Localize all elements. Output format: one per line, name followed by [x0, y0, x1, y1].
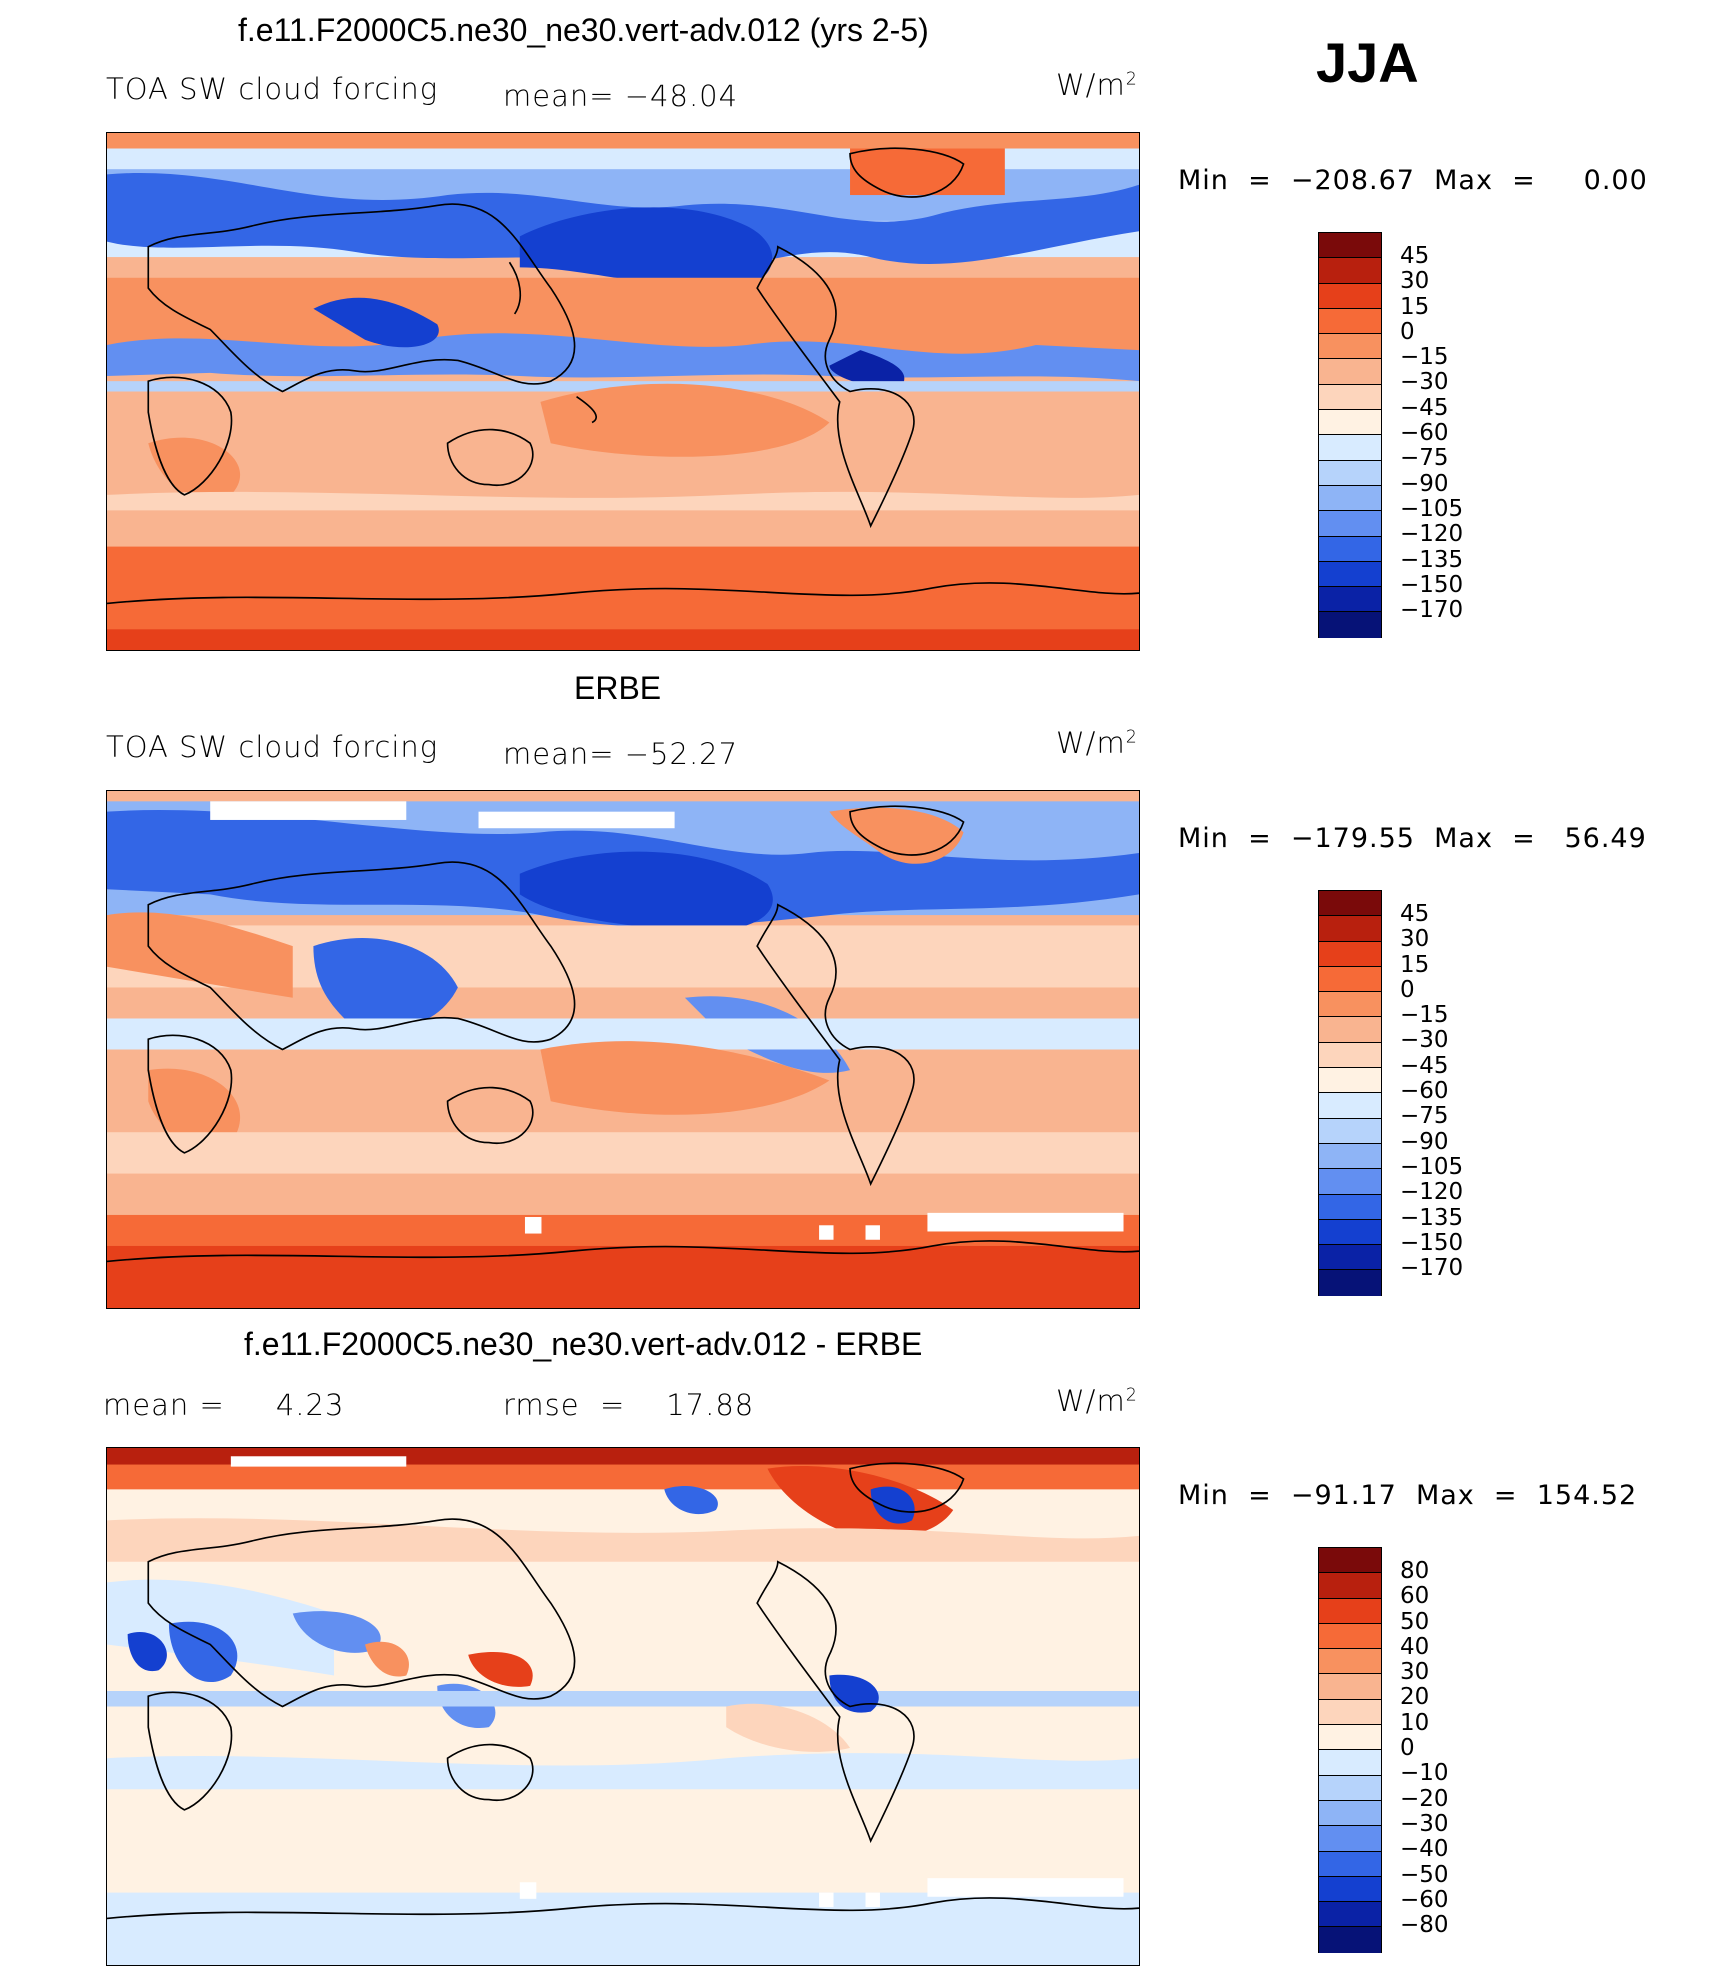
- panel1-colorbar-labels: 45 30 15 0 −15 −30 −45 −60 −75 −90 −105 …: [1400, 243, 1464, 624]
- colorbar-tick-label: −150: [1400, 571, 1464, 598]
- colorbar-tick-label: −20: [1400, 1785, 1449, 1812]
- colorbar-tick-label: 45: [1400, 901, 1430, 927]
- colorbar-tick-label: −10: [1400, 1760, 1449, 1787]
- units-base: W/m: [1056, 68, 1126, 102]
- units-exponent: 2: [1125, 69, 1138, 90]
- panel3-rmse-label: rmse = 17.88: [503, 1388, 755, 1422]
- panel2-minmax: Min = −179.55 Max = 56.49: [1178, 823, 1647, 854]
- colorbar-tick-label: 80: [1400, 1558, 1430, 1584]
- colorbar-tick-label: −90: [1400, 1128, 1449, 1155]
- colorbar-tick-label: −135: [1400, 1204, 1464, 1231]
- colorbar-tick-label: −15: [1400, 1002, 1449, 1029]
- colorbar-tick-label: −150: [1400, 1229, 1464, 1256]
- panel1-mean-label: mean= −48.04: [503, 79, 739, 113]
- colorbar-tick-label: −40: [1400, 1836, 1449, 1863]
- panel2-mean-label: mean= −52.27: [503, 737, 739, 771]
- panel3-minmax: Min = −91.17 Max = 154.52: [1178, 1480, 1638, 1511]
- panel2-title: ERBE: [574, 670, 662, 706]
- colorbar-tick-label: −80: [1400, 1912, 1449, 1939]
- colorbar-tick-label: 60: [1400, 1583, 1430, 1610]
- panel1-units: W/m2: [1056, 68, 1138, 102]
- colorbar-tick-label: −90: [1400, 470, 1449, 497]
- colorbar-tick-label: −135: [1400, 546, 1464, 573]
- colorbar-tick-label: −105: [1400, 1153, 1464, 1180]
- panel2-colorbar-labels: 45 30 15 0 −15 −30 −45 −60 −75 −90 −105 …: [1400, 901, 1464, 1282]
- colorbar-tick-label: 40: [1400, 1633, 1430, 1660]
- panel1-minmax: Min = −208.67 Max = 0.00: [1178, 165, 1648, 196]
- colorbar-tick-label: −60: [1400, 420, 1449, 447]
- colorbar-tick-label: −30: [1400, 1027, 1449, 1054]
- colorbar-tick-label: −75: [1400, 1103, 1449, 1130]
- panel3-units: W/m2: [1056, 1384, 1138, 1418]
- colorbar-tick-label: −105: [1400, 495, 1464, 522]
- panel1-colorbar: [1318, 232, 1382, 638]
- colorbar-tick-label: −45: [1400, 1052, 1449, 1079]
- panel1-title: f.e11.F2000C5.ne30_ne30.vert-adv.012 (yr…: [238, 12, 929, 48]
- panel1-map: [106, 132, 1140, 651]
- panel3-colorbar: [1318, 1547, 1382, 1953]
- colorbar-tick-label: 50: [1400, 1608, 1430, 1635]
- colorbar-tick-label: −170: [1400, 597, 1464, 624]
- colorbar-tick-label: −60: [1400, 1886, 1449, 1913]
- panel2-units: W/m2: [1056, 726, 1138, 760]
- colorbar-tick-label: −75: [1400, 445, 1449, 472]
- colorbar-tick-label: 20: [1400, 1684, 1430, 1711]
- colorbar-tick-label: −15: [1400, 344, 1449, 371]
- panel2-variable-label: TOA SW cloud forcing: [106, 730, 439, 764]
- units-exponent: 2: [1125, 1385, 1138, 1406]
- units-base: W/m: [1056, 726, 1126, 760]
- colorbar-tick-label: 30: [1400, 1659, 1430, 1686]
- colorbar-tick-label: −30: [1400, 369, 1449, 396]
- panel3-mean-label: mean = 4.23: [103, 1388, 345, 1422]
- season-label: JJA: [1316, 31, 1419, 94]
- colorbar-tick-label: 45: [1400, 243, 1430, 269]
- colorbar-tick-label: 30: [1400, 268, 1430, 295]
- colorbar-tick-label: −30: [1400, 1810, 1449, 1837]
- panel3-map: [106, 1447, 1140, 1966]
- colorbar-tick-label: −120: [1400, 1179, 1464, 1206]
- panel1-variable-label: TOA SW cloud forcing: [106, 72, 439, 106]
- units-exponent: 2: [1125, 727, 1138, 748]
- colorbar-tick-label: −120: [1400, 521, 1464, 548]
- units-base: W/m: [1056, 1384, 1126, 1418]
- panel3-colorbar-labels: 80 60 50 40 30 20 10 0 −10 −20 −30 −40 −…: [1400, 1558, 1449, 1939]
- panel2-colorbar: [1318, 890, 1382, 1296]
- panel3-title: f.e11.F2000C5.ne30_ne30.vert-adv.012 - E…: [244, 1326, 923, 1362]
- colorbar-tick-label: 30: [1400, 926, 1430, 953]
- colorbar-tick-label: 0: [1400, 318, 1415, 345]
- colorbar-tick-label: −170: [1400, 1255, 1464, 1282]
- colorbar-tick-label: 0: [1400, 976, 1415, 1003]
- colorbar-tick-label: 0: [1400, 1735, 1415, 1762]
- colorbar-tick-label: 15: [1400, 293, 1430, 320]
- colorbar-tick-label: −50: [1400, 1861, 1449, 1888]
- colorbar-tick-label: −60: [1400, 1078, 1449, 1105]
- colorbar-tick-label: 10: [1400, 1709, 1430, 1736]
- panel2-map: [106, 790, 1140, 1309]
- colorbar-tick-label: −45: [1400, 394, 1449, 421]
- colorbar-tick-label: 15: [1400, 951, 1430, 978]
